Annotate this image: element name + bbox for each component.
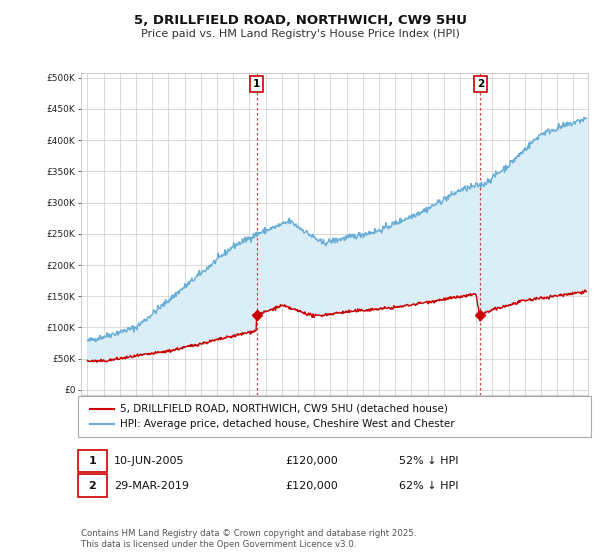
Text: 10-JUN-2005: 10-JUN-2005 <box>114 456 185 466</box>
Text: 5, DRILLFIELD ROAD, NORTHWICH, CW9 5HU (detached house): 5, DRILLFIELD ROAD, NORTHWICH, CW9 5HU (… <box>120 404 448 414</box>
Text: Price paid vs. HM Land Registry's House Price Index (HPI): Price paid vs. HM Land Registry's House … <box>140 29 460 39</box>
Text: 2: 2 <box>476 79 484 89</box>
Text: 29-MAR-2019: 29-MAR-2019 <box>114 480 189 491</box>
Text: 5, DRILLFIELD ROAD, NORTHWICH, CW9 5HU: 5, DRILLFIELD ROAD, NORTHWICH, CW9 5HU <box>133 14 467 27</box>
Text: £120,000: £120,000 <box>285 480 338 491</box>
Text: Contains HM Land Registry data © Crown copyright and database right 2025.
This d: Contains HM Land Registry data © Crown c… <box>81 529 416 549</box>
Text: 1: 1 <box>89 456 96 466</box>
Text: £120,000: £120,000 <box>285 456 338 466</box>
Text: 62% ↓ HPI: 62% ↓ HPI <box>399 480 458 491</box>
Text: 1: 1 <box>253 79 260 89</box>
Text: 2: 2 <box>89 480 96 491</box>
Text: 52% ↓ HPI: 52% ↓ HPI <box>399 456 458 466</box>
Text: HPI: Average price, detached house, Cheshire West and Chester: HPI: Average price, detached house, Ches… <box>120 419 455 429</box>
